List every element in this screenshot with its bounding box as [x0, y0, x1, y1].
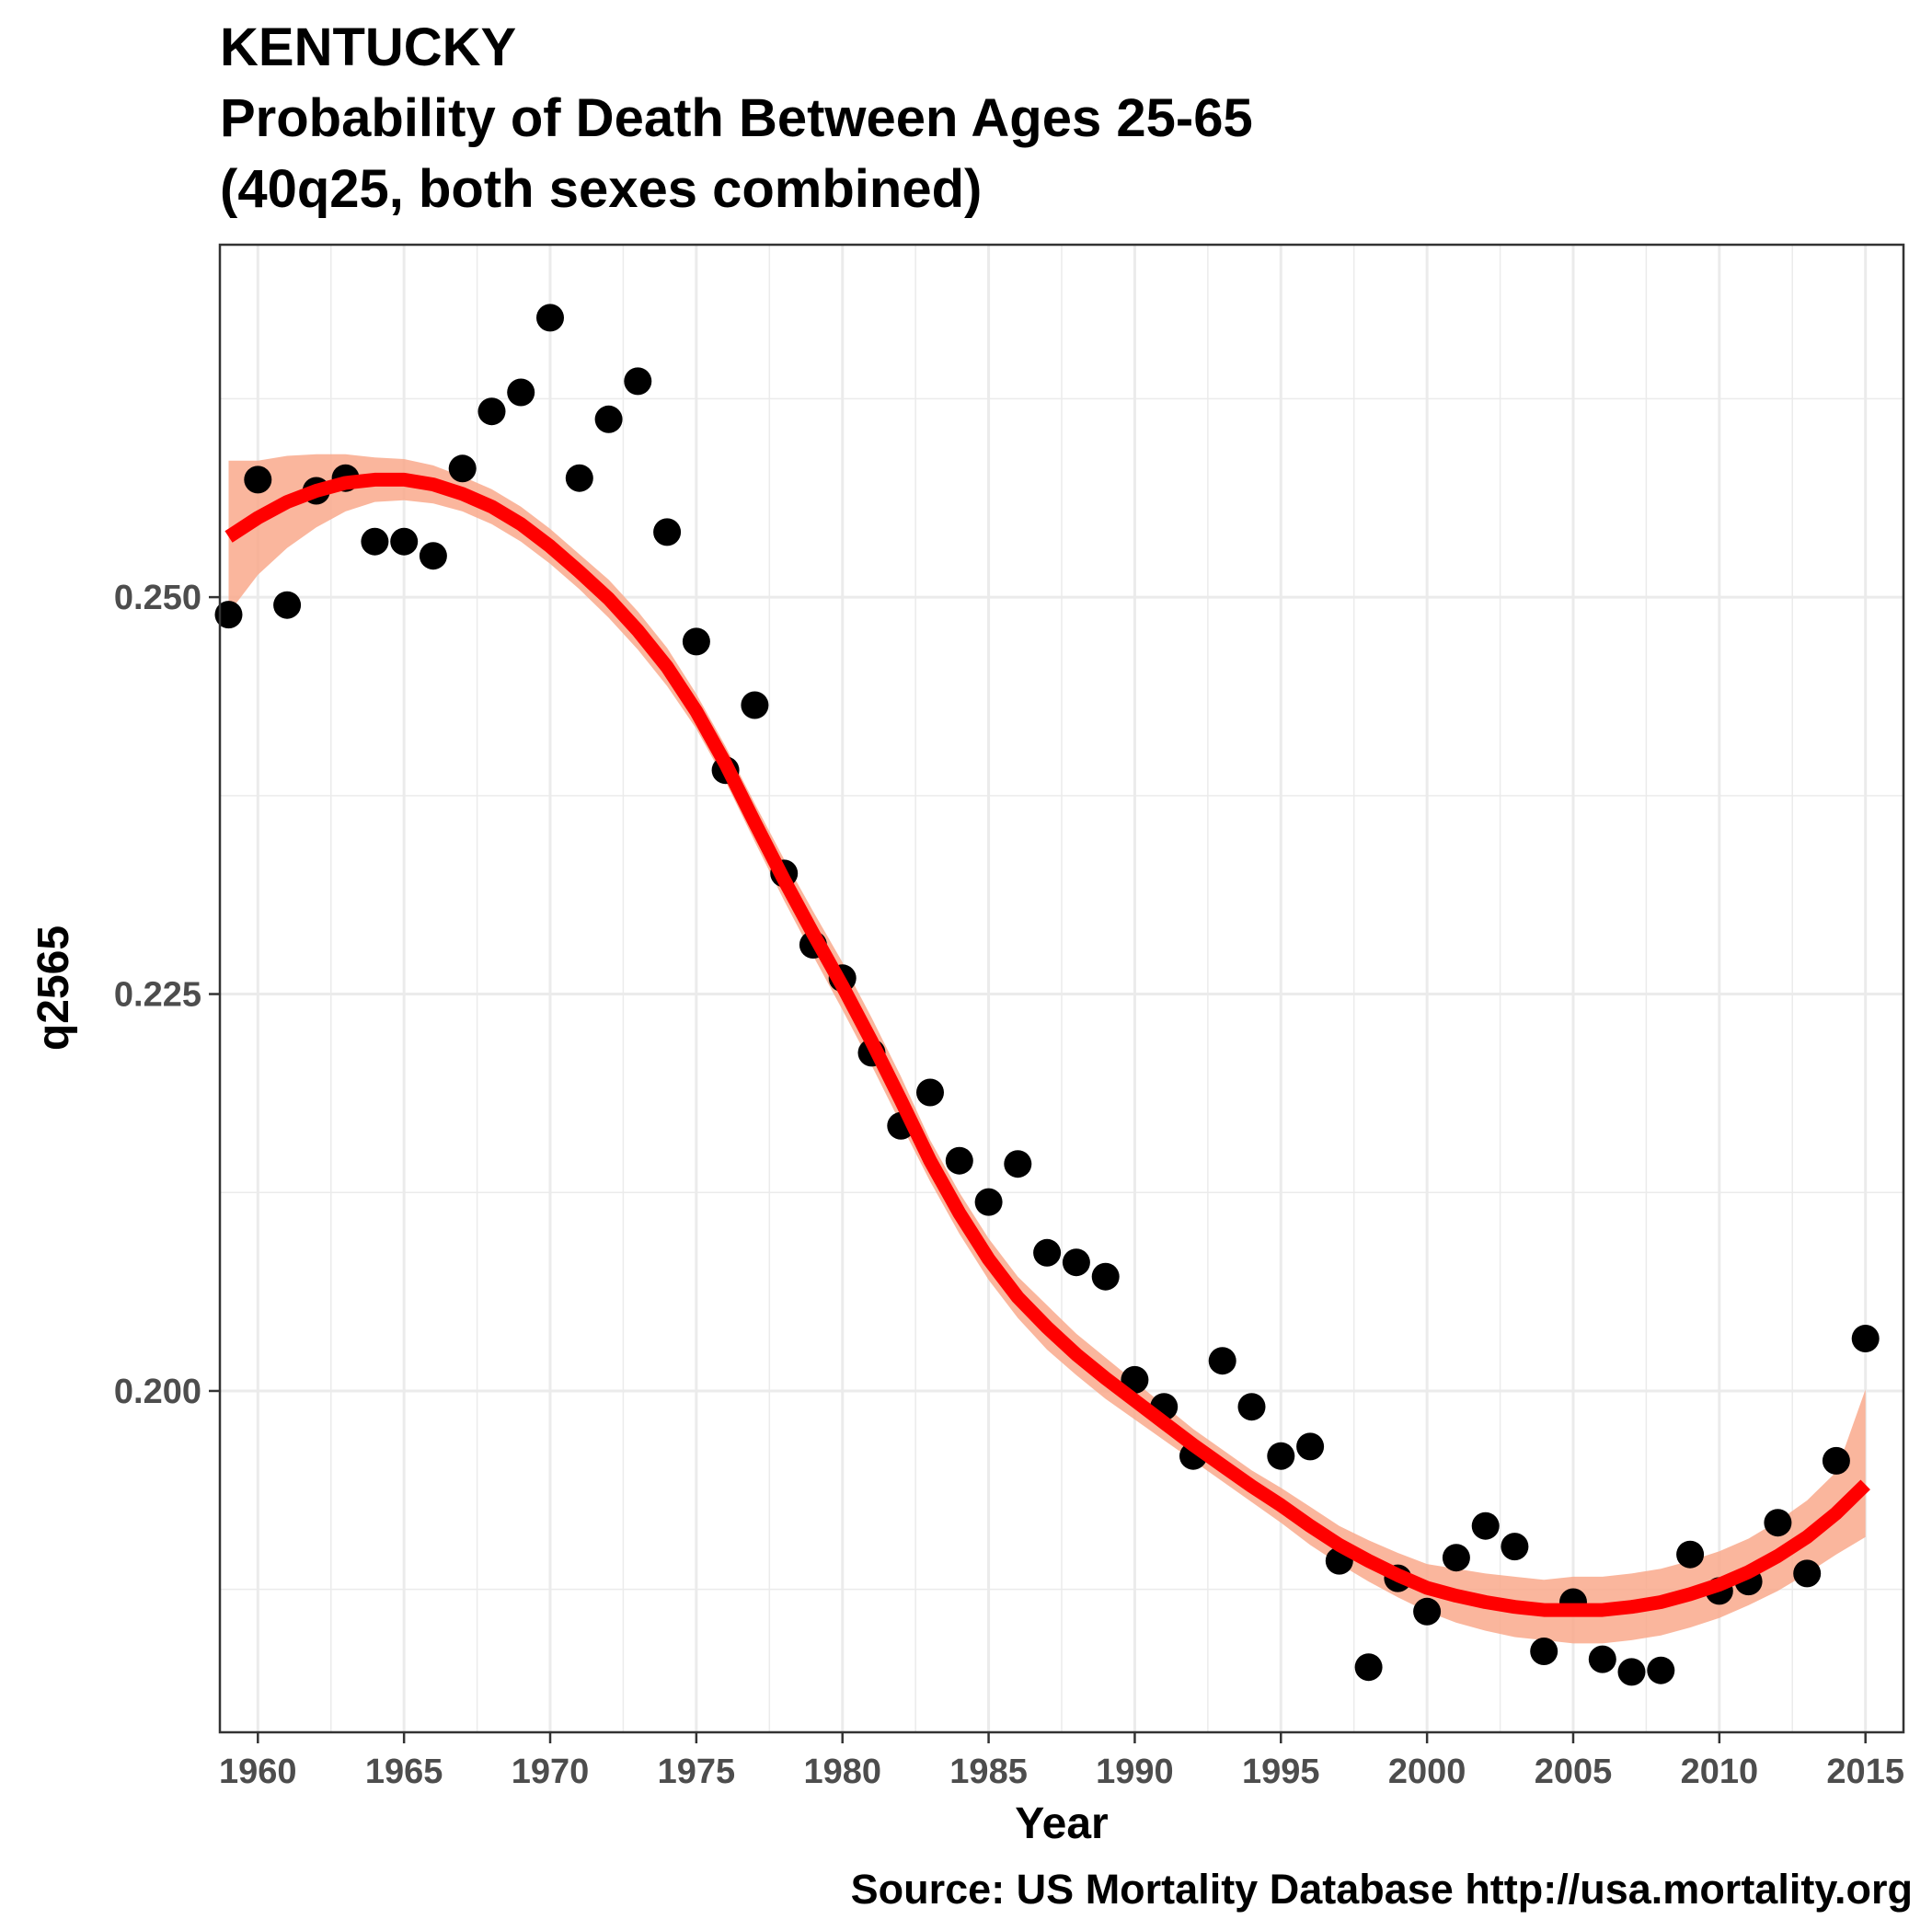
x-tick-label: 1995 — [1242, 1753, 1320, 1791]
data-point — [419, 542, 447, 570]
data-point — [507, 378, 535, 407]
panel-border — [218, 243, 1905, 1734]
data-point — [624, 367, 652, 396]
data-point — [565, 464, 593, 492]
trend-line — [224, 472, 1870, 1617]
data-point — [1647, 1656, 1675, 1684]
x-tick-label: 1965 — [365, 1753, 443, 1791]
data-point — [214, 601, 243, 629]
title-line-1: KENTUCKY — [220, 17, 516, 77]
x-tick-label: 1980 — [803, 1753, 881, 1791]
data-point — [916, 1078, 944, 1107]
y-axis-title: q2565 — [29, 925, 78, 1051]
x-tick-label: 1990 — [1096, 1753, 1174, 1791]
data-point — [1062, 1248, 1090, 1277]
y-tick-label: 0.250 — [114, 579, 201, 617]
data-point — [1033, 1238, 1062, 1267]
data-point — [1851, 1325, 1880, 1352]
x-axis-title: Year — [1015, 1799, 1108, 1848]
data-point — [1091, 1262, 1120, 1291]
data-point — [477, 397, 506, 426]
data-point — [682, 627, 710, 656]
data-point — [1267, 1442, 1295, 1470]
data-point — [741, 691, 769, 719]
grid — [220, 245, 1903, 1732]
data-point — [594, 405, 623, 433]
y-tick-label: 0.225 — [114, 976, 201, 1015]
x-tick-label: 2000 — [1388, 1753, 1466, 1791]
chart-title: KENTUCKY Probability of Death Between Ag… — [220, 17, 1253, 219]
x-tick-label: 1975 — [658, 1753, 736, 1791]
data-point — [974, 1188, 1003, 1216]
data-point — [390, 527, 419, 556]
data-point — [536, 304, 564, 332]
x-tick-label: 2010 — [1681, 1753, 1759, 1791]
data-point — [1764, 1509, 1792, 1537]
source-caption: Source: US Mortality Database http://usa… — [851, 1866, 1913, 1913]
data-point — [1296, 1432, 1325, 1461]
data-point — [1588, 1645, 1616, 1673]
x-tick-label: 2005 — [1535, 1753, 1613, 1791]
data-point — [273, 591, 302, 619]
data-point — [1237, 1393, 1266, 1421]
smoothed-trend-line — [224, 472, 1870, 1617]
data-point — [1676, 1540, 1705, 1569]
data-point — [1442, 1544, 1470, 1572]
data-point — [1617, 1658, 1646, 1686]
x-tick-label: 1970 — [512, 1753, 590, 1791]
data-point — [448, 454, 477, 483]
data-point — [1004, 1150, 1032, 1178]
title-line-3: (40q25, both sexes combined) — [220, 159, 982, 219]
y-axis: 0.200 0.225 0.250 — [114, 579, 220, 1411]
title-line-2: Probability of Death Between Ages 25-65 — [220, 88, 1253, 148]
data-point — [1793, 1559, 1822, 1588]
data-point — [945, 1146, 973, 1175]
y-tick-label: 0.200 — [114, 1373, 201, 1411]
data-point — [1471, 1511, 1500, 1540]
data-point — [361, 527, 389, 556]
x-tick-label: 2015 — [1826, 1753, 1904, 1791]
data-point — [1530, 1638, 1558, 1665]
x-axis: 1960 1965 1970 1975 1980 1985 1990 1995 2000 2005… — [219, 1732, 1904, 1791]
data-point — [1354, 1653, 1383, 1682]
data-point — [1501, 1533, 1529, 1561]
data-point — [653, 518, 682, 546]
data-point — [1822, 1446, 1850, 1475]
data-point — [1208, 1347, 1236, 1375]
data-point — [244, 466, 272, 494]
x-tick-label: 1960 — [219, 1753, 297, 1791]
data-point — [1413, 1597, 1442, 1626]
x-tick-label: 1985 — [949, 1753, 1028, 1791]
